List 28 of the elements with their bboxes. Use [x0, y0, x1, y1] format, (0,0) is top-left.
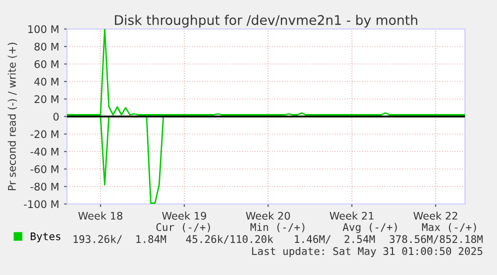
x-tick-label: Week 21 — [330, 212, 374, 220]
y-axis-title: Pr second read (-) / write (+) — [8, 42, 18, 190]
legend-label: Bytes — [30, 232, 60, 242]
y-tick-label: 0 — [53, 112, 59, 121]
y-tick-label: 20 M — [34, 95, 58, 104]
text: Min (-/+) — [250, 222, 304, 232]
text: Avg (-/+) — [342, 222, 397, 234]
y-tick-label: -80 M — [30, 182, 58, 191]
text: 45.26k/110.20k — [186, 234, 274, 244]
x-tick-label: Week 20 — [246, 212, 290, 220]
text: 378.56M/852.18M — [390, 235, 483, 244]
y-tick-label: 80 M — [34, 42, 58, 51]
x-tick-label: Week 18 — [78, 212, 122, 220]
y-tick-label: -60 M — [30, 165, 58, 174]
y-tick-label: -100 M — [24, 200, 58, 208]
chart-title: Disk throughput for /dev/nvme2n1 - by month — [114, 14, 418, 28]
x-tick-label: Week 22 — [413, 212, 458, 220]
y-tick-label: -20 M — [30, 130, 58, 138]
text: Last update: Sat May 31 01:00:50 2025 — [252, 246, 482, 258]
text: Cur (-/+) — [156, 223, 210, 232]
text: Max (-/+) — [422, 223, 476, 232]
x-tick-label: Week 19 — [162, 212, 206, 220]
y-tick-label: 100 M — [28, 25, 58, 34]
text: 1.46M/ 2.54M — [294, 235, 375, 244]
text: 193.26k/ 1.84M — [74, 234, 166, 244]
y-tick-label: -40 M — [30, 148, 58, 156]
y-tick-label: 60 M — [34, 60, 58, 68]
y-tick-label: 40 M — [34, 78, 58, 86]
